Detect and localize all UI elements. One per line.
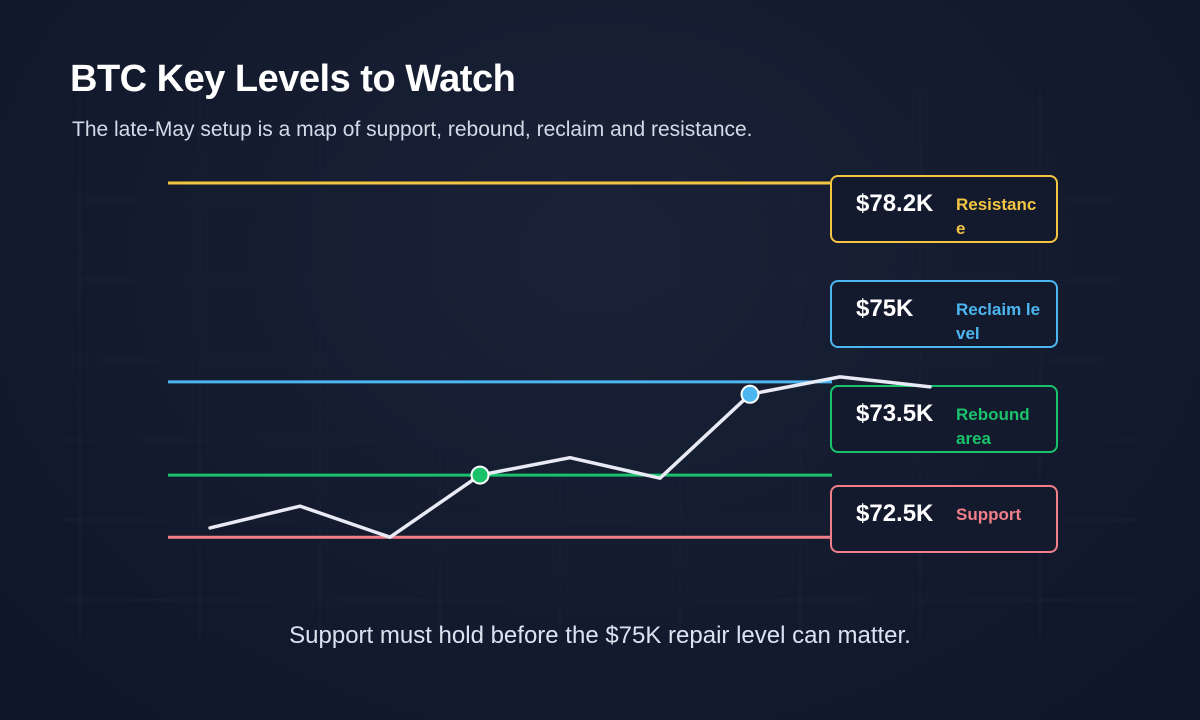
level-price-reclaim: $75K [856, 295, 914, 322]
level-price-support: $72.5K [856, 500, 934, 527]
level-label-rebound: Rebound area [956, 405, 1030, 448]
chart-subtitle: The late-May setup is a map of support, … [72, 118, 753, 141]
level-price-rebound: $73.5K [856, 400, 934, 427]
chart-title: BTC Key Levels to Watch [70, 58, 516, 100]
level-label-resistance: Resistance [956, 195, 1037, 238]
chart-caption: Support must hold before the $75K repair… [289, 622, 911, 649]
level-label-reclaim: Reclaim level [956, 300, 1041, 343]
level-box-support: $72.5K Support [830, 485, 1058, 553]
level-price-resistance: $78.2K [856, 190, 934, 217]
grid [60, 90, 1140, 638]
level-box-resistance: $78.2K Resistance [830, 175, 1058, 243]
level-label-support: Support [956, 505, 1022, 524]
level-box-reclaim: $75K Reclaim level [830, 280, 1058, 348]
level-box-rebound: $73.5K Rebound area [830, 385, 1058, 453]
